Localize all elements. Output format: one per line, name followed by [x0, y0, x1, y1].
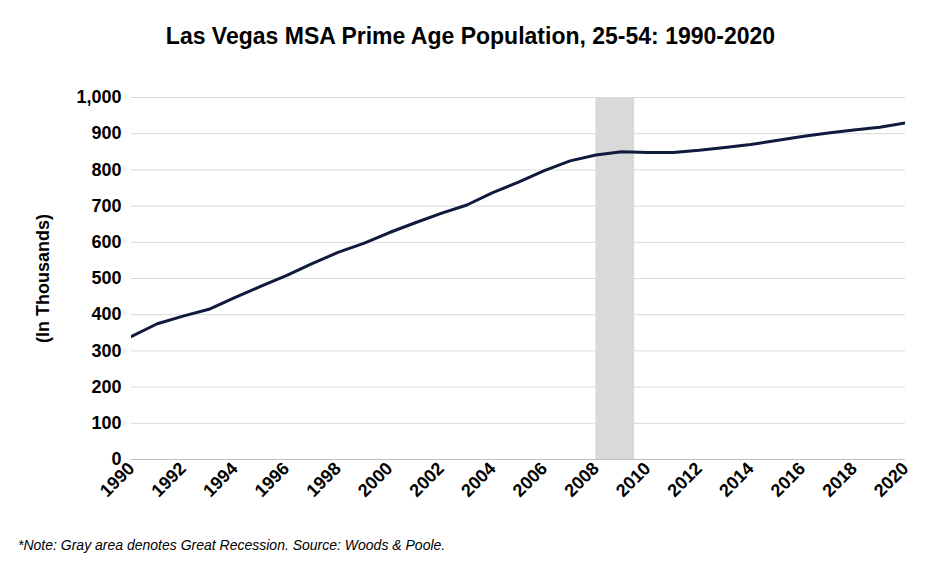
svg-text:2002: 2002: [406, 458, 448, 500]
svg-text:300: 300: [91, 341, 121, 361]
html-text:*Note: Gray area denotes Great: *Note: Gray area denotes Great Recession…: [18, 537, 446, 553]
svg-text:2016: 2016: [767, 458, 809, 500]
svg-text:400: 400: [91, 304, 121, 324]
svg-text:1990: 1990: [96, 458, 138, 500]
svg-text:1996: 1996: [251, 458, 293, 500]
svg-text:2008: 2008: [560, 458, 602, 500]
svg-text:600: 600: [91, 232, 121, 252]
svg-text:700: 700: [91, 196, 121, 216]
svg-text:900: 900: [91, 123, 121, 143]
svg-text:100: 100: [91, 413, 121, 433]
svg-text:2020: 2020: [870, 458, 912, 500]
svg-text:1,000: 1,000: [76, 87, 121, 107]
svg-text:1994: 1994: [199, 458, 241, 500]
svg-text:200: 200: [91, 377, 121, 397]
svg-text:2018: 2018: [818, 458, 860, 500]
svg-text:2010: 2010: [612, 458, 654, 500]
svg-text:2014: 2014: [715, 458, 757, 500]
svg-text:(In Thousands): (In Thousands): [33, 214, 53, 343]
svg-text:1992: 1992: [148, 458, 190, 500]
html-text:Las Vegas MSA Prime Age Popula: Las Vegas MSA Prime Age Population, 25-5…: [165, 23, 776, 49]
svg-text:2000: 2000: [354, 458, 396, 500]
svg-text:1998: 1998: [302, 458, 344, 500]
svg-text:2006: 2006: [509, 458, 551, 500]
svg-text:500: 500: [91, 268, 121, 288]
svg-text:2012: 2012: [664, 458, 706, 500]
svg-text:800: 800: [91, 160, 121, 180]
svg-text:2004: 2004: [457, 458, 499, 500]
